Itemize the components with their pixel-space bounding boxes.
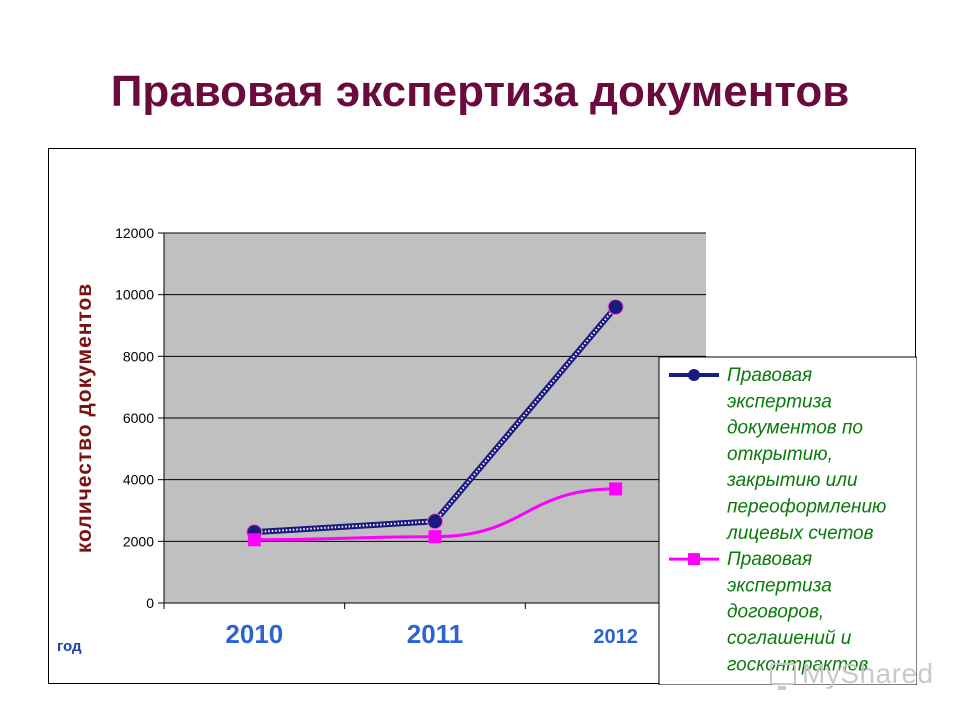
legend: Правовая экспертиза документов по открытию,…	[658, 356, 917, 685]
data-point	[427, 513, 443, 530]
x-tick-label: 2011	[407, 619, 463, 649]
y-axis-label: количество документов	[73, 283, 96, 553]
legend-label-1: Правовая экспертиза документов по открытию,…	[726, 365, 886, 544]
y-tick-label: 0	[146, 595, 154, 611]
y-tick-label: 10000	[115, 287, 154, 303]
presentation-board-icon	[770, 663, 796, 690]
line-chart: 0 2000 4000 6000 8000 10000 12000 Правовая эксп…	[57, 225, 917, 685]
data-point	[247, 533, 261, 547]
watermark-text: MyShared	[802, 658, 934, 689]
axes: 0 2000 4000 6000 8000 10000 12000	[115, 225, 707, 611]
plot-area	[164, 232, 706, 603]
y-tick-label: 4000	[123, 472, 154, 488]
series-line-texture	[254, 306, 617, 534]
watermark: MyShared	[770, 658, 934, 690]
x-axis-label: год	[57, 638, 82, 655]
axis-labels: 2010 2011 2012 количество документов год	[57, 283, 638, 655]
legend-label-2: Правовая экспертиза договоров, соглашений и…	[727, 549, 868, 675]
page-title: Правовая экспертиза документов	[110, 67, 850, 116]
data-point	[609, 482, 623, 496]
legend-marker	[688, 553, 700, 566]
data-point	[428, 530, 442, 544]
legend-box	[658, 356, 917, 685]
y-tick-label: 8000	[123, 348, 154, 364]
x-tick-label: 2010	[225, 619, 283, 649]
y-tick-label: 6000	[123, 410, 154, 426]
series-layer	[246, 299, 624, 547]
legend-marker	[688, 369, 700, 381]
chart-frame: 0 2000 4000 6000 8000 10000 12000 Правовая эксп…	[48, 148, 917, 685]
y-tick-label: 12000	[115, 225, 154, 241]
data-point	[607, 299, 624, 315]
y-tick-label: 2000	[123, 533, 154, 549]
x-tick-label: 2012	[593, 626, 638, 648]
